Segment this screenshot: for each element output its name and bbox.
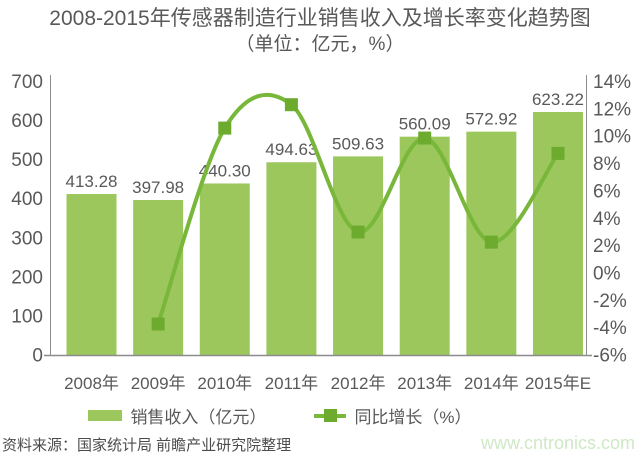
legend: 销售收入（亿元） 同比增长（%）	[0, 403, 640, 428]
bar-value-label: 397.98	[132, 178, 184, 197]
y-tick-label-right: -6%	[593, 346, 627, 367]
y-tick-label-left: 400	[11, 189, 43, 210]
y-tick-label-left: 500	[11, 150, 43, 171]
line-legend-marker-icon	[324, 408, 338, 422]
legend-label-growth: 同比增长（%）	[354, 407, 472, 427]
revenue-bar	[199, 183, 250, 356]
line-legend-swatch-icon	[314, 408, 347, 422]
y-tick-label-right: 14%	[593, 72, 631, 93]
y-tick-label-left: 100	[11, 306, 43, 327]
x-tick-label: 2012年	[331, 374, 386, 393]
revenue-bar	[333, 156, 384, 356]
y-tick-label-right: 6%	[593, 181, 621, 202]
bar-value-label: 413.28	[66, 172, 118, 191]
growth-marker-icon	[484, 235, 498, 249]
x-tick-label: 2013年	[397, 374, 452, 393]
y-tick-label-right: 10%	[593, 127, 631, 148]
legend-label-revenue: 销售收入（亿元）	[130, 407, 267, 427]
x-tick-label: 2014年	[464, 374, 519, 393]
y-tick-label-right: -2%	[593, 291, 627, 312]
growth-marker-icon	[151, 317, 165, 331]
y-tick-label-left: 600	[11, 111, 43, 132]
legend-item-growth: 同比增长（%）	[314, 403, 472, 428]
y-tick-label-right: 8%	[593, 154, 621, 175]
y-tick-label-left: 0	[32, 346, 43, 367]
revenue-bar	[133, 200, 184, 356]
bar-value-label: 572.92	[465, 110, 517, 129]
y-tick-label-left: 300	[11, 228, 43, 249]
growth-marker-icon	[418, 131, 432, 145]
revenue-bar	[66, 194, 117, 356]
growth-marker-icon	[284, 98, 298, 112]
growth-marker-icon	[351, 225, 365, 239]
revenue-bar	[266, 162, 317, 356]
y-tick-label-right: -4%	[593, 318, 627, 339]
x-tick-label: 2015年E	[525, 374, 591, 393]
y-tick-label-left: 200	[11, 267, 43, 288]
chart-subtitle: （单位：亿元，%）	[235, 34, 405, 55]
bar-value-label: 560.09	[399, 115, 451, 134]
y-tick-label-right: 4%	[593, 209, 621, 230]
bar-value-label: 509.63	[332, 134, 384, 153]
growth-marker-icon	[551, 146, 565, 160]
bar-legend-swatch-icon	[88, 409, 123, 421]
y-tick-label-left: 700	[11, 72, 43, 93]
y-tick-label-right: 2%	[593, 236, 621, 257]
y-tick-label-right: 12%	[593, 99, 631, 120]
source-text: 资料来源：国家统计局 前瞻产业研究院整理	[2, 437, 292, 454]
chart-title: 2008-2015年传感器制造行业销售收入及增长率变化趋势图	[49, 7, 591, 30]
revenue-bar	[399, 136, 450, 356]
bar-value-label: 440.30	[199, 161, 251, 180]
bar-value-label: 623.22	[532, 90, 584, 109]
watermark-text: www.cntronics.com	[480, 433, 635, 453]
x-tick-label: 2011年	[265, 374, 319, 393]
legend-item-revenue: 销售收入（亿元）	[88, 403, 266, 428]
growth-marker-icon	[218, 121, 232, 135]
x-tick-label: 2010年	[197, 374, 252, 393]
x-tick-label: 2009年	[131, 374, 186, 393]
bar-value-label: 494.63	[265, 140, 317, 159]
x-tick-label: 2008年	[64, 374, 119, 393]
title-block: 2008-2015年传感器制造行业销售收入及增长率变化趋势图 （单位：亿元，%）	[0, 5, 640, 58]
y-tick-label-right: 0%	[593, 263, 621, 284]
